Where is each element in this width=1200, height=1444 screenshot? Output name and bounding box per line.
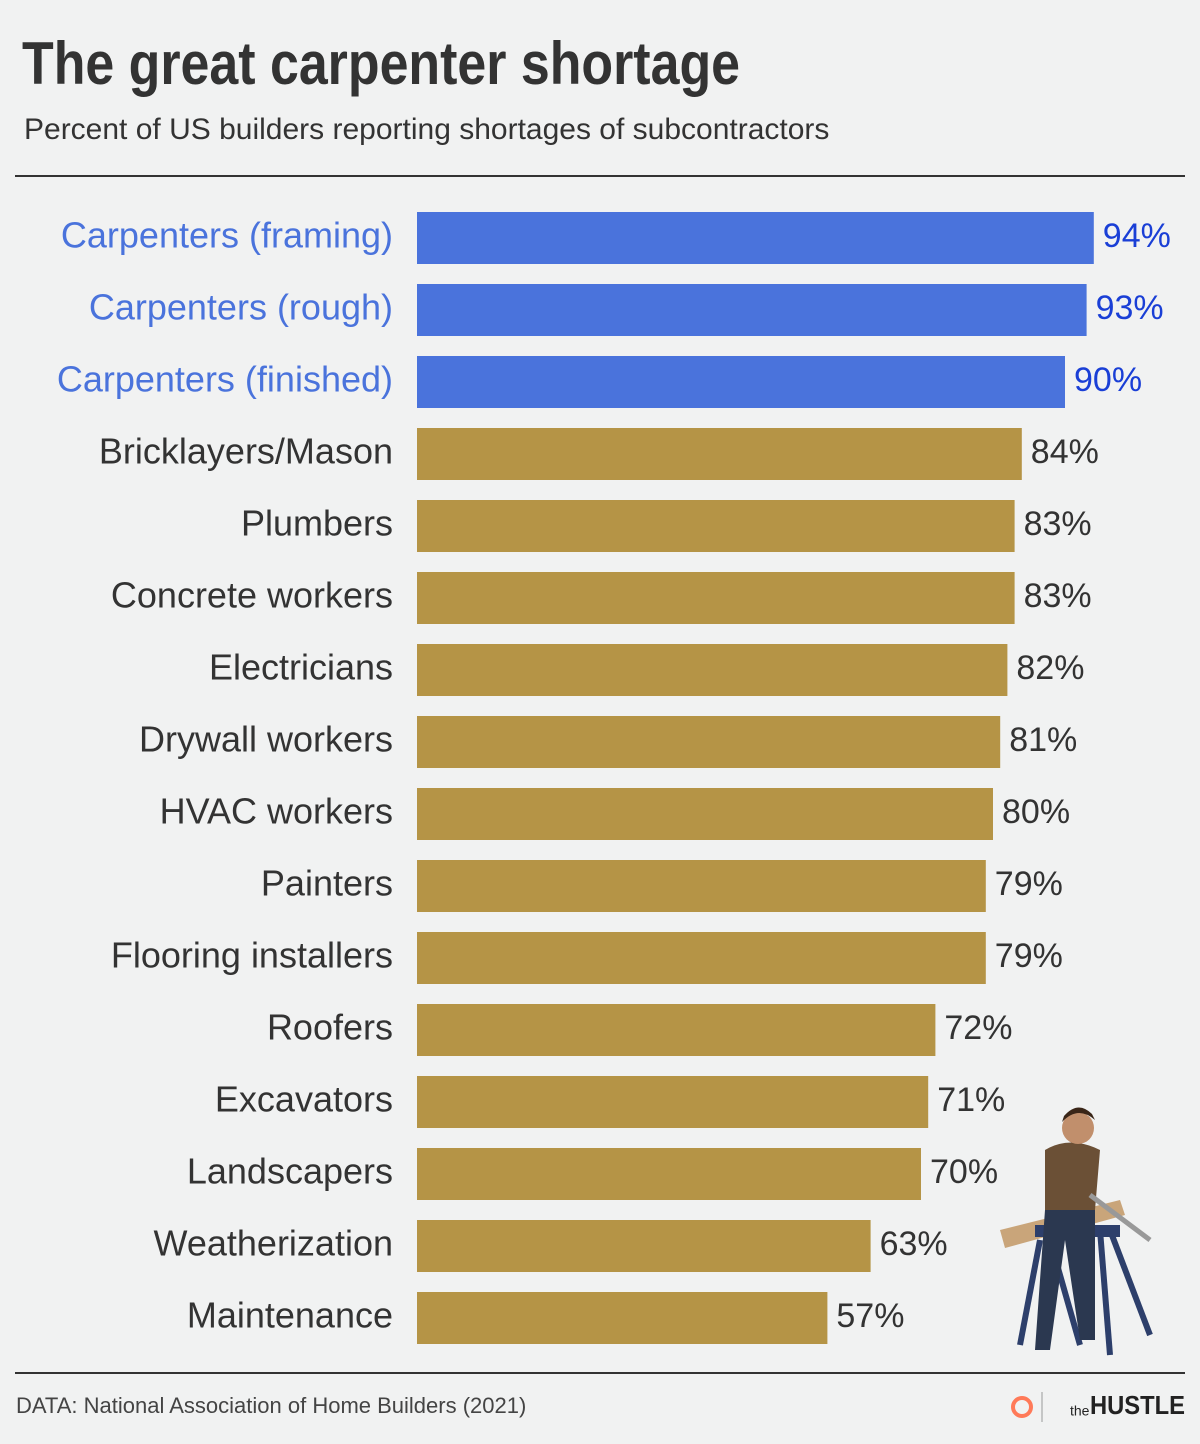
bar [417,932,986,984]
jeans [1035,1210,1095,1350]
y-tick-label: Plumbers [241,503,393,544]
chart-title: The great carpenter shortage [22,30,740,97]
bar [417,716,1001,768]
y-tick-label: Roofers [267,1007,393,1048]
y-tick-label: Carpenters (framing) [61,215,393,256]
bar [417,572,1015,624]
value-label: 79% [995,865,1063,903]
y-tick-label: Flooring installers [111,935,393,976]
value-label: 63% [880,1225,948,1263]
head [1062,1112,1094,1144]
logo-icon [1011,1396,1033,1418]
y-tick-label: Painters [261,863,393,904]
value-label: 79% [995,937,1063,975]
value-label: 90% [1074,361,1142,399]
sawhorse-leg [1097,1229,1113,1356]
brand-prefix: the [1070,1403,1090,1419]
value-label: 83% [1024,577,1092,615]
bar [417,1148,921,1200]
y-tick-label: Excavators [215,1079,393,1120]
value-label: 71% [937,1081,1005,1119]
y-tick-label: Concrete workers [111,575,393,616]
bar [417,1004,936,1056]
value-label: 57% [836,1297,904,1335]
bar [417,356,1065,408]
value-label: 82% [1016,649,1084,687]
bar [417,860,986,912]
y-tick-label: Carpenters (finished) [57,359,393,400]
y-tick-label: Electricians [209,647,393,688]
bar [417,788,993,840]
sawhorse-leg [1107,1228,1153,1337]
value-label: 81% [1009,721,1077,759]
value-label: 83% [1024,505,1092,543]
value-label: 80% [1002,793,1070,831]
value-label: 93% [1096,289,1164,327]
brand-logo: the HUSTLE [1011,1390,1185,1422]
saw [1088,1193,1152,1242]
shirt [1045,1142,1100,1210]
value-label: 72% [944,1009,1012,1047]
y-tick-label: Landscapers [187,1151,393,1192]
y-tick-label: HVAC workers [160,791,393,832]
y-tick-label: Maintenance [187,1295,393,1336]
bar [417,212,1094,264]
sawhorse-leg [1017,1239,1043,1346]
bar [417,284,1087,336]
bar [417,644,1008,696]
chart-subtitle: Percent of US builders reporting shortag… [24,113,829,146]
value-label: 94% [1103,217,1171,255]
value-label: 84% [1031,433,1099,471]
bar [417,500,1015,552]
bar [417,1220,871,1272]
y-tick-label: Bricklayers/Mason [99,431,393,472]
y-tick-label: Weatherization [154,1223,393,1264]
y-tick-label: Carpenters (rough) [89,287,393,328]
source: DATA: National Association of Home Build… [16,1393,526,1418]
hair [1062,1107,1095,1122]
bar [417,1292,828,1344]
bar [417,428,1022,480]
carpenter-illustration [1000,1107,1153,1356]
bar [417,1076,929,1128]
brand-name: HUSTLE [1090,1390,1185,1420]
value-label: 70% [930,1153,998,1191]
y-tick-label: Drywall workers [139,719,393,760]
